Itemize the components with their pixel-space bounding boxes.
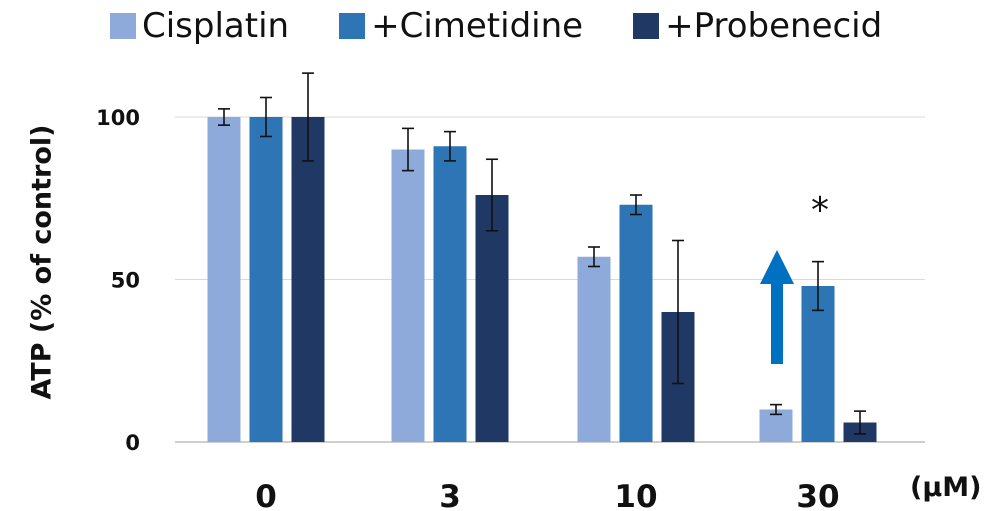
legend-label-cisplatin: Cisplatin [142, 6, 290, 46]
legend-swatch-cisplatin [110, 13, 136, 39]
legend-swatch-probenecid [633, 13, 660, 39]
legend-label-probenecid: +Probenecid [665, 6, 883, 46]
x-tick-label: 3 [439, 479, 461, 511]
arrow-up-icon [760, 250, 794, 284]
bar-probenecid-0 [291, 117, 325, 442]
legend: Cisplatin +Cimetidine +Probenecid [110, 6, 932, 46]
legend-item-probenecid: +Probenecid [633, 6, 882, 46]
y-tick-label: 0 [125, 431, 140, 455]
arrow-shaft [771, 282, 783, 364]
x-axis-unit-label: (μM) [910, 472, 982, 503]
x-tick-label: 30 [796, 479, 839, 511]
bar-cisplatin-10 [577, 256, 611, 442]
x-tick-label: 10 [614, 479, 657, 511]
bar-cimetidine-10 [619, 204, 653, 442]
bar-cisplatin-3 [391, 149, 425, 442]
legend-item-cimetidine: +Cimetidine [339, 6, 583, 46]
legend-swatch-cimetidine [339, 13, 366, 39]
y-tick-label: 100 [96, 106, 140, 130]
y-tick-label: 50 [111, 269, 140, 293]
significance-asterisk: * [811, 190, 829, 231]
bar-probenecid-3 [475, 195, 509, 442]
bar-cimetidine-3 [433, 146, 467, 442]
bar-cimetidine-30 [801, 286, 835, 442]
legend-label-cimetidine: +Cimetidine [371, 6, 584, 46]
x-tick-label: 0 [255, 479, 277, 511]
legend-item-cisplatin: Cisplatin [110, 6, 289, 46]
bar-cimetidine-0 [249, 117, 283, 442]
bar-cisplatin-0 [207, 117, 241, 442]
